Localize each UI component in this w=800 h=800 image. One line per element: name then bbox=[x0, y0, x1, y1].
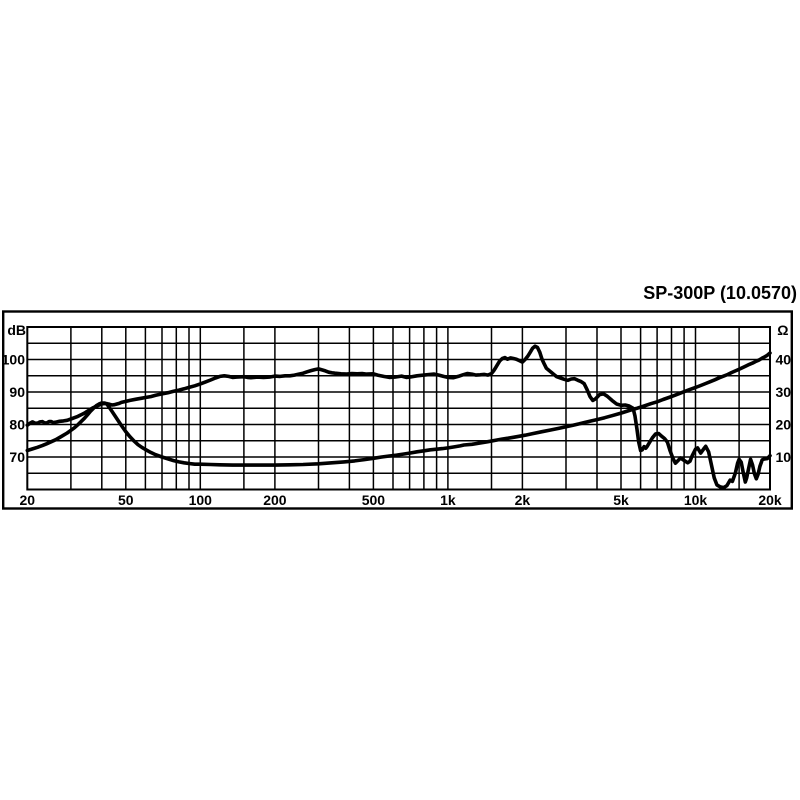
x-tick-label: 2k bbox=[515, 492, 531, 508]
chart-frame bbox=[2, 310, 793, 510]
x-tick-label: 1k bbox=[440, 492, 456, 508]
y-right-tick-label: 10 bbox=[776, 449, 792, 465]
y-left-tick-label: 90 bbox=[9, 384, 25, 400]
y-right-tick-label: 20 bbox=[776, 417, 792, 433]
y-left-tick-label: 100 bbox=[2, 352, 25, 368]
y-left-tick-label: 80 bbox=[9, 417, 25, 433]
x-tick-label: 200 bbox=[263, 492, 287, 508]
x-tick-label: 50 bbox=[118, 492, 134, 508]
response-impedance-chart: dB Ω 100 90 80 70 40 30 20 10 20 50 100 200 500 1k 2k 5k 1… bbox=[2, 310, 793, 510]
x-tick-label: 100 bbox=[189, 492, 213, 508]
curve-impedance bbox=[25, 351, 772, 467]
y-right-tick-label: 30 bbox=[776, 384, 792, 400]
plot-border bbox=[26, 326, 772, 491]
chart-title: SP-300P (10.0570) bbox=[643, 283, 797, 303]
x-tick-label: 500 bbox=[362, 492, 386, 508]
y-left-tick-label: 70 bbox=[9, 449, 25, 465]
y-right-unit-label: Ω bbox=[777, 322, 788, 338]
x-tick-label: 5k bbox=[613, 492, 629, 508]
x-tick-label: 20k bbox=[758, 492, 782, 508]
curve-spl-frequency-response bbox=[25, 344, 772, 490]
x-tick-label: 10k bbox=[684, 492, 708, 508]
y-left-unit-label: dB bbox=[7, 322, 26, 338]
y-right-tick-label: 40 bbox=[776, 352, 792, 368]
x-tick-label: 20 bbox=[20, 492, 36, 508]
